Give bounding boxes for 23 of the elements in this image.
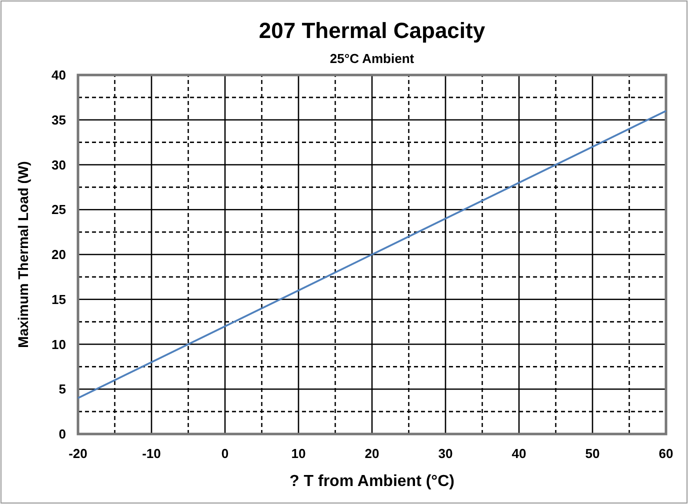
chart-title: 207 Thermal Capacity	[258, 18, 486, 43]
y-axis-title: Maximum Thermal Load (W)	[15, 161, 31, 348]
y-tick-label: 30	[52, 157, 66, 172]
x-axis-title: ? T from Ambient (°C)	[290, 473, 454, 490]
x-tick-label: 10	[291, 446, 306, 461]
y-tick-label: 10	[52, 336, 66, 352]
line-series	[77, 110, 667, 399]
x-tick-label: 0	[221, 446, 229, 461]
x-tick-label: -20	[68, 446, 88, 461]
x-tick-label: 40	[512, 446, 526, 461]
y-tick-label: 5	[58, 382, 66, 397]
y-tick-label: 15	[52, 292, 66, 307]
x-tick-label: 50	[585, 446, 600, 461]
y-tick-label: 0	[58, 426, 66, 442]
y-tick-label: 25	[52, 202, 66, 218]
chart-subtitle: 25°C Ambient	[330, 51, 415, 66]
x-tick-label: -10	[142, 446, 161, 461]
x-tick-label: 20	[364, 446, 380, 461]
y-tick-label: 20	[52, 247, 66, 262]
x-tick-label: 60	[658, 446, 674, 461]
y-tick-label: 35	[52, 112, 66, 128]
x-tick-label: 30	[438, 446, 453, 461]
y-tick-label: 40	[52, 68, 66, 83]
